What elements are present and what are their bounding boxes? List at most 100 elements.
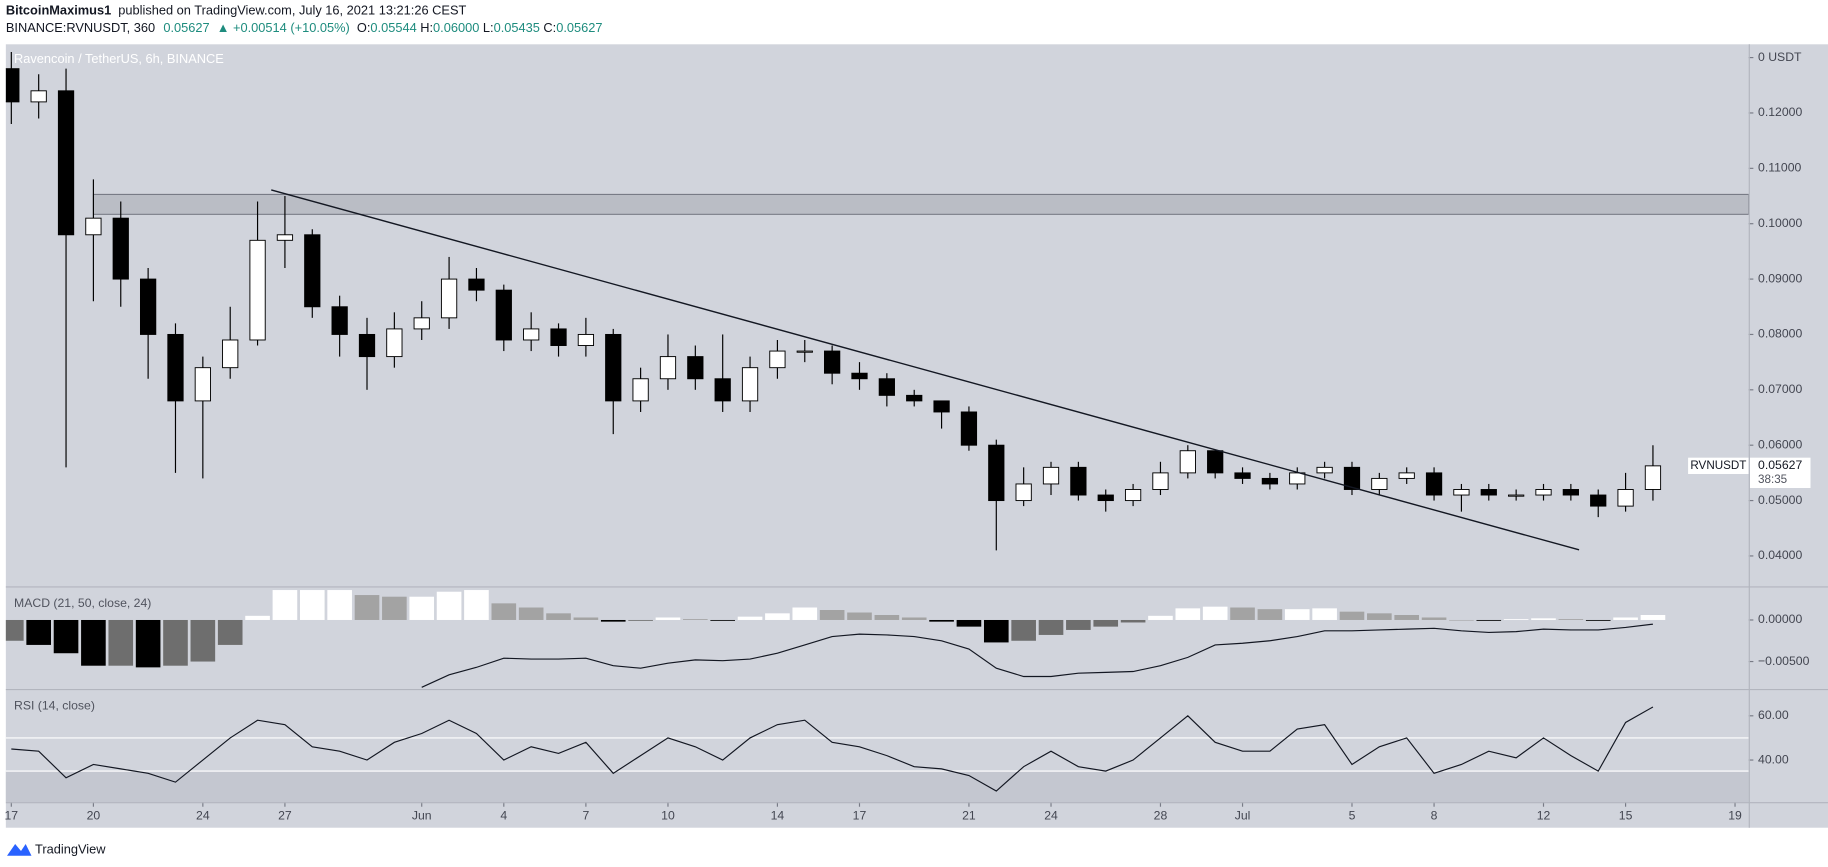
candle-body [222,339,239,369]
macd-histogram-bar [765,613,790,620]
macd-histogram-bar [546,613,571,620]
candle-body [988,444,1005,502]
rsi-line [11,706,1654,792]
macd-histogram-bar [135,619,161,668]
macd-histogram-bar [710,619,736,621]
macd-histogram-bar [409,596,435,620]
author: BitcoinMaximus1 [6,3,111,18]
macd-histogram-bar [1230,607,1255,620]
logo-icon [7,844,32,856]
price-pane [5,52,1749,551]
macd-histogram-bar [26,619,51,645]
x-tick-label: 7 [582,808,589,822]
x-tick-label: 19 [1728,808,1742,822]
ohlc-value: 0.06000 [433,21,479,36]
ohlc-key: L: [483,21,494,36]
macd-histogram-bar [683,619,708,620]
candle-body [495,289,512,341]
candle-body [906,394,923,402]
macd-histogram-bar [1120,619,1146,623]
candle-body [605,333,622,402]
ohlc-value: 0.05435 [494,21,540,36]
candle-body [523,328,540,341]
x-tick-label: 5 [1349,808,1356,822]
candle-body [1124,489,1142,502]
candle-body [1042,466,1060,485]
macd-histogram-bar [108,619,134,666]
candle-body [1234,472,1251,479]
price: 0.05627 [163,21,209,36]
candle-body [112,217,129,280]
candle-body [1480,489,1497,496]
y-tick-label: −0.00500 [1758,654,1810,668]
macd-histogram-bar [518,607,544,620]
macd-histogram-bar [382,596,407,620]
y-tick-label: 0.05000 [1758,493,1802,507]
macd-histogram-bar [1066,619,1091,630]
y-tick-label: 0.07000 [1758,382,1802,396]
y-tick-label: 0 USDT [1758,50,1802,64]
ohlc-value: 0.05544 [370,21,416,36]
candle-body [167,333,184,402]
candle-body [57,90,75,236]
macd-histogram-bar [737,616,763,620]
ohlc-key: H: [420,21,433,36]
header-line-2: BINANCE:RVNUSDT, 360 0.05627 ▲ +0.00514 … [6,21,603,36]
symbol-tag-text: RVNUSDT [1690,459,1746,472]
candle-body [304,234,321,308]
candle-body [1508,494,1525,497]
candle-body [1343,466,1361,490]
macd-histogram-bar [464,590,489,620]
candle-body [769,350,786,369]
macd-histogram-bar [1367,613,1392,620]
macd-histogram-bar [491,603,517,620]
candle-body [933,400,950,413]
y-tick-label: 60.00 [1758,708,1789,722]
macd-histogram-bar [272,590,298,620]
published: published on TradingView.com, July 16, 2… [118,3,466,18]
macd-histogram-bar [354,595,380,620]
macd-histogram-bar [163,619,188,666]
rsi-lower-band [5,771,1749,803]
macd-histogram-bar [245,615,270,620]
macd-histogram-bar [1093,619,1119,627]
macd-histogram-bar [299,590,325,620]
macd-histogram-bar [436,591,462,620]
macd-histogram-bar [5,619,24,641]
x-tick-label: 8 [1431,808,1438,822]
macd-histogram-bar [847,612,872,620]
symbol: BINANCE:RVNUSDT, 360 [6,21,155,36]
ohlc-key: O: [357,21,371,36]
macd-histogram-bar [1394,614,1420,620]
macd-histogram-bar [1038,619,1064,635]
candle-body [1207,450,1224,474]
x-tick-label: 28 [1154,808,1168,822]
candle-body [1097,494,1114,502]
candle-body [139,278,157,335]
candle-body [5,68,20,103]
candle-body [714,378,731,402]
y-tick-label: 0.08000 [1758,327,1802,341]
macd-histogram-bar [929,619,954,622]
candle-body [851,372,868,380]
macd-histogram-bar [1531,618,1556,620]
candle-body [1371,477,1388,490]
candle-body [358,333,376,358]
footer-brand: TradingView [35,841,106,856]
candle-body [1179,450,1196,474]
macd-histogram-bar [655,617,681,620]
x-tick-label: 17 [853,808,867,822]
candle-body [249,239,266,341]
macd-histogram-bar [1339,611,1365,620]
candle-body [824,350,841,374]
candle-body [1289,472,1306,485]
candle-body [276,234,294,241]
macd-histogram-bar [1640,614,1666,620]
x-tick-label: 15 [1619,808,1633,822]
macd-histogram-bar [901,617,927,620]
ohlc-value: 0.05627 [556,21,602,36]
macd-histogram-bar [628,619,653,621]
macd-histogram-bar [81,619,106,666]
rsi-pane [5,706,1749,792]
